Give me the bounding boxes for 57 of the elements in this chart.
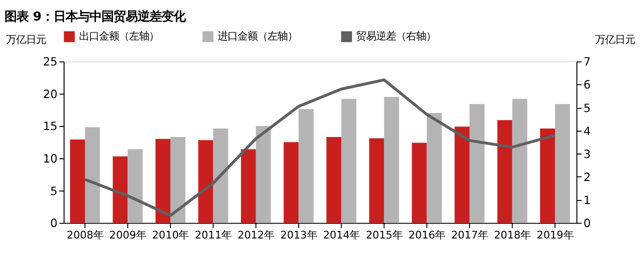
y2-tick-label: 7 [584,54,591,69]
bar [454,126,470,223]
y-tick-label: 15 [42,119,58,134]
x-tick-label: 2010年 [152,229,189,242]
bar [412,142,427,223]
x-tick-label: 2012年 [238,229,274,242]
bar [84,127,100,223]
bar [497,120,512,223]
x-tick-label: 2015年 [366,229,402,242]
bar [70,140,85,223]
chart-title: 图表 9：日本与中国贸易逆差变化 [4,10,187,24]
bar [155,138,170,223]
bar [128,149,143,223]
y2-tick-label: 1 [584,193,591,208]
x-tick-label: 2019年 [536,229,574,242]
bar [213,128,228,223]
bar [240,149,256,223]
bar [369,138,384,223]
x-tick-label: 2014年 [323,229,360,242]
bar [384,96,400,223]
x-tick-label: 2018年 [494,229,531,242]
y-tick-label: 25 [42,54,58,69]
bar [284,142,299,223]
bar [256,126,271,223]
x-tick-label: 2016年 [408,229,446,242]
x-tick-label: 2017年 [451,229,488,242]
legend-label: 进口金额（左轴） [217,30,298,43]
bar [298,109,314,223]
y-tick-label: 10 [42,152,58,166]
y2-tick-label: 5 [584,100,591,115]
line-series [84,78,556,217]
x-tick-label: 2009年 [109,229,146,242]
bar [512,98,528,223]
bar [470,104,485,223]
bar [540,128,556,223]
legend-label: 贸易逆差（右轴） [356,30,436,43]
y-tick-label: 5 [50,184,58,198]
x-tick-label: 2008年 [66,229,104,242]
bar [112,156,128,223]
y-tick-label: 0 [50,216,58,230]
x-tick-label: 2011年 [194,229,232,242]
x-tick-label: 2013年 [280,229,317,242]
y-tick-label: 20 [42,86,58,101]
y-axis-title: 万亿日元 [6,34,46,46]
bar [555,104,570,223]
bar [326,136,342,223]
legend-label: 出口金额（左轴） [78,30,159,43]
bar [170,136,186,223]
y2-tick-label: 6 [584,78,591,92]
y2-axis-title: 万亿日元 [594,34,635,46]
y2-tick-label: 3 [584,146,591,161]
bar [341,98,356,223]
y2-tick-label: 0 [584,216,591,230]
y2-tick-label: 4 [584,124,591,138]
bar [198,140,214,223]
bar [426,113,442,223]
y2-tick-label: 2 [584,170,591,184]
